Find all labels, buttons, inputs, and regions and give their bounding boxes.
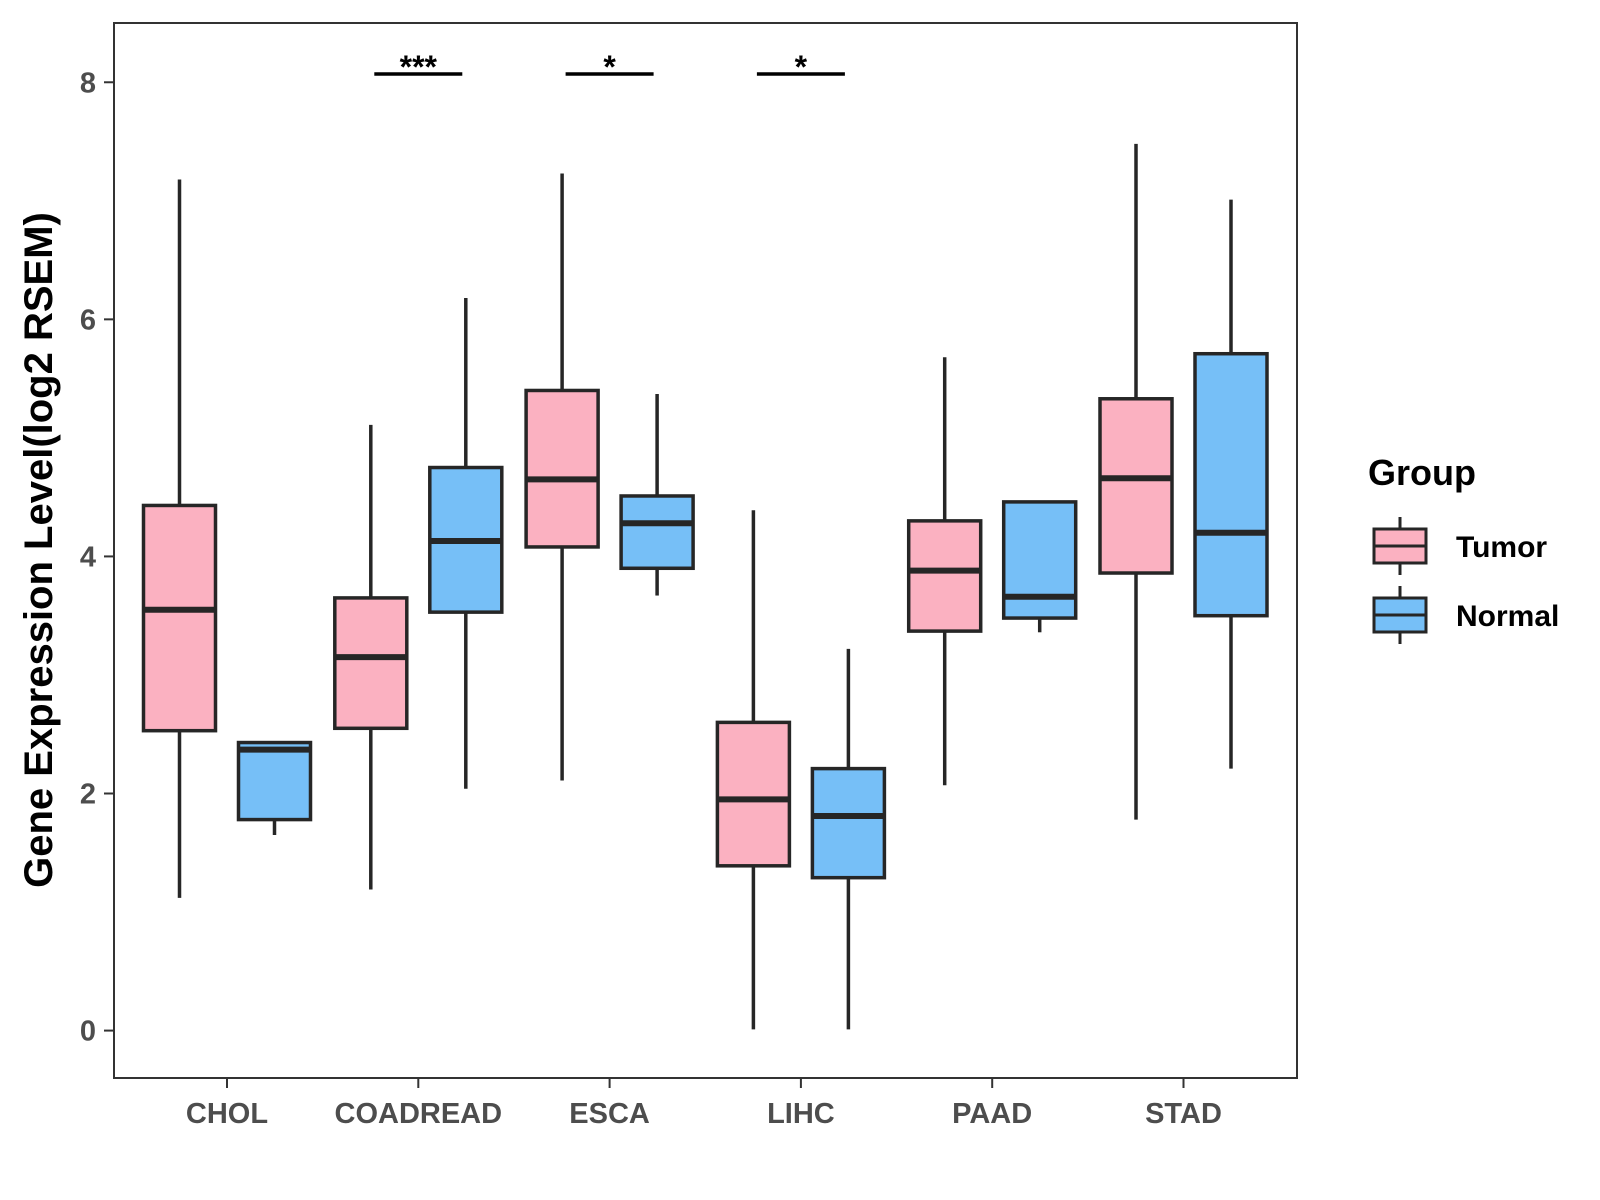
legend-label: Tumor xyxy=(1456,531,1547,564)
x-tick-label: CHOL xyxy=(186,1098,268,1130)
box-iqr xyxy=(524,388,600,549)
box-normal-chol xyxy=(236,740,313,835)
box-normal-coadread xyxy=(428,298,504,789)
legend-key-tumor xyxy=(1372,517,1428,575)
box-tumor-coadread xyxy=(333,424,409,890)
box-iqr xyxy=(715,720,792,868)
box-iqr xyxy=(810,766,887,880)
box-tumor-esca xyxy=(524,173,600,781)
box-normal-lihc xyxy=(810,648,887,1030)
x-tick-label: PAAD xyxy=(952,1098,1032,1130)
box-tumor-paad xyxy=(906,357,983,786)
plot-border xyxy=(113,22,1298,1079)
x-tick-label: ESCA xyxy=(569,1098,650,1130)
y-axis-title: Gene Expression Level(log2 RSEM) xyxy=(17,212,61,888)
box-tumor-lihc xyxy=(715,510,792,1030)
box-normal-esca xyxy=(619,394,695,596)
box-tumor-chol xyxy=(141,179,218,898)
significance-label: * xyxy=(795,49,808,85)
significance-label: *** xyxy=(400,49,438,85)
legend-key-normal xyxy=(1372,586,1428,644)
legend: Group Tumor Normal xyxy=(1368,452,1559,644)
box-normal-stad xyxy=(1193,199,1269,769)
box-iqr xyxy=(236,740,313,822)
significance-label: * xyxy=(603,49,616,85)
box-iqr xyxy=(906,519,983,633)
box-iqr xyxy=(333,596,409,731)
box-iqr xyxy=(141,503,218,733)
y-tick-label: 6 xyxy=(80,304,96,336)
y-tick-label: 2 xyxy=(80,779,96,811)
y-tick-label: 4 xyxy=(80,541,96,573)
legend-title: Group xyxy=(1368,452,1476,493)
box-iqr xyxy=(1001,500,1078,620)
plot-area: *** * * xyxy=(141,49,1269,1030)
y-tick-label: 0 xyxy=(80,1016,96,1048)
box-iqr xyxy=(619,494,695,571)
x-tick-label: COADREAD xyxy=(335,1098,503,1130)
y-tick-label: 8 xyxy=(80,67,96,99)
box-tumor-stad xyxy=(1098,143,1174,820)
x-tick-label: STAD xyxy=(1145,1098,1222,1130)
x-tick-label: LIHC xyxy=(767,1098,835,1130)
box-iqr xyxy=(1193,351,1269,618)
box-normal-paad xyxy=(1001,500,1078,633)
legend-label: Normal xyxy=(1456,600,1559,633)
box-iqr xyxy=(1098,397,1174,575)
axes: 0 2 4 6 8 CHOL COADREAD ESCA LIHC PAAD STAD xyxy=(80,67,1222,1130)
